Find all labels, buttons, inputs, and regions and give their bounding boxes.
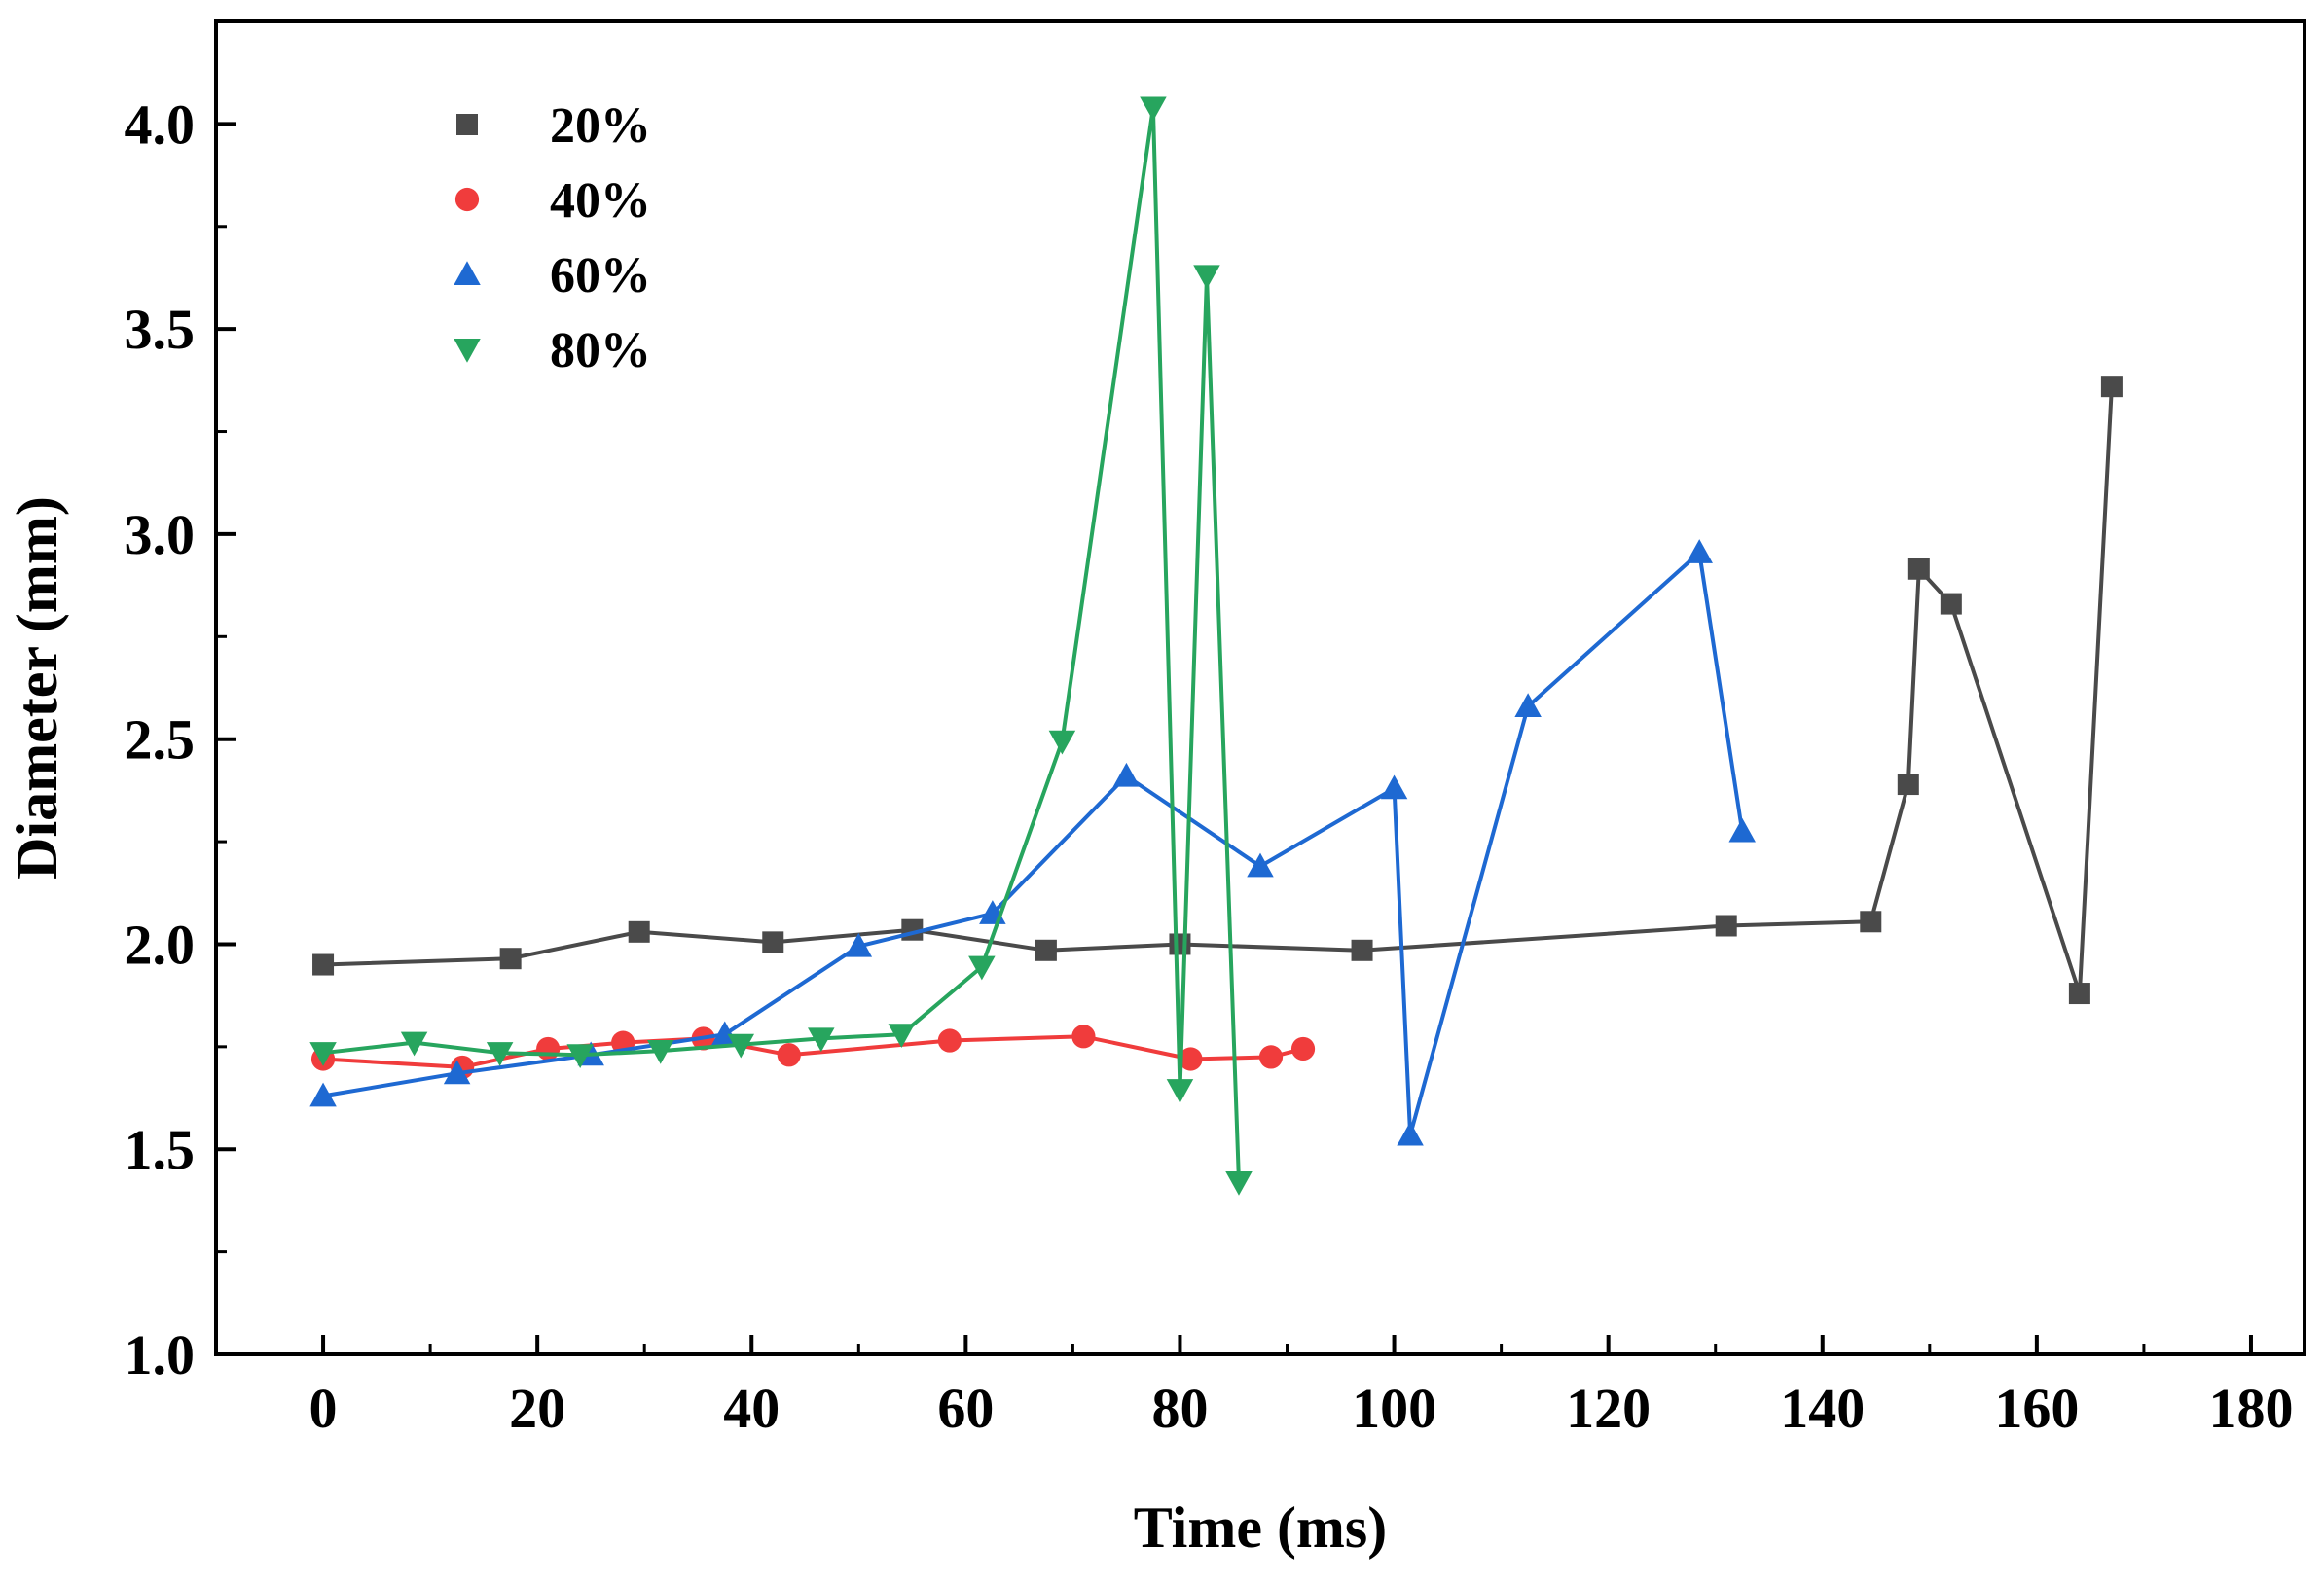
x-tick-label: 180	[2208, 1377, 2293, 1440]
y-tick-label: 1.5	[125, 1118, 196, 1181]
y-tick-label: 2.5	[125, 708, 196, 772]
data-point	[2068, 983, 2090, 1005]
data-point	[628, 920, 650, 943]
data-point	[1397, 1121, 1424, 1146]
data-point	[1728, 817, 1756, 843]
data-point	[309, 1042, 337, 1066]
data-point	[400, 1031, 428, 1057]
y-tick-label: 1.0	[125, 1323, 196, 1386]
data-point	[1907, 558, 1930, 580]
data-point	[1258, 1045, 1284, 1069]
data-point	[1071, 1025, 1096, 1049]
legend-label: 40%	[550, 173, 651, 229]
data-point	[1686, 539, 1713, 563]
data-point	[443, 1060, 471, 1085]
data-point	[1140, 96, 1167, 122]
data-point	[536, 1036, 561, 1061]
y-axis-title: Diameter (mm)	[5, 496, 69, 880]
x-tick-label: 120	[1566, 1377, 1651, 1440]
legend-marker	[456, 114, 478, 135]
data-point	[1193, 265, 1220, 290]
x-axis-title: Time (ms)	[1134, 1495, 1388, 1560]
data-point	[727, 1033, 755, 1059]
x-axis-ticks: 0 20 40 60 80 100 120 140 160 180	[214, 1335, 2293, 1440]
data-point	[312, 953, 335, 976]
data-point	[566, 1044, 594, 1069]
data-point	[1860, 911, 1882, 933]
legend-label: 60%	[550, 248, 651, 304]
x-tick-label: 160	[1994, 1377, 2079, 1440]
data-point	[808, 1027, 835, 1053]
data-point	[888, 1024, 916, 1048]
data-point	[309, 1082, 337, 1107]
series-line	[323, 386, 2114, 995]
data-point	[1290, 1036, 1316, 1061]
data-point	[1169, 933, 1191, 955]
x-tick-label: 100	[1352, 1377, 1436, 1440]
data-point	[1940, 593, 1962, 615]
data-point	[1247, 852, 1274, 878]
series-80%	[309, 96, 1253, 1196]
plot-frame	[214, 19, 2306, 1356]
y-tick-label: 3.0	[125, 503, 196, 566]
series-line	[322, 550, 1745, 1137]
legend: 20% 40% 60% 80%	[454, 98, 651, 378]
data-point	[499, 948, 522, 970]
data-point	[845, 932, 873, 957]
data-point	[1514, 693, 1542, 717]
data-point	[2100, 376, 2123, 398]
x-tick-label: 20	[509, 1377, 565, 1440]
data-point	[1048, 730, 1076, 755]
x-tick-label: 40	[723, 1377, 780, 1440]
data-point	[1351, 939, 1373, 961]
series-layer	[309, 96, 2123, 1196]
data-point	[1179, 1047, 1203, 1071]
y-tick-label: 3.5	[125, 298, 196, 361]
data-point	[1035, 939, 1057, 961]
series-line	[322, 105, 1241, 1183]
legend-label: 20%	[550, 98, 651, 154]
data-point	[762, 931, 784, 953]
y-tick-label: 4.0	[125, 92, 196, 156]
data-point	[1715, 915, 1737, 937]
x-tick-label: 60	[937, 1377, 994, 1440]
x-tick-label: 0	[309, 1377, 338, 1440]
data-point	[646, 1040, 674, 1064]
y-axis-ticks: 1.0 1.5 2.0 2.5 3.0 3.5 4.0	[125, 92, 236, 1386]
legend-marker	[454, 187, 480, 212]
data-point	[1166, 1079, 1194, 1103]
data-point	[777, 1043, 801, 1067]
data-point	[1225, 1170, 1253, 1196]
y-tick-label: 2.0	[125, 913, 196, 976]
data-point	[968, 955, 996, 981]
data-point	[1380, 774, 1408, 800]
series-20%	[312, 376, 2123, 1005]
legend-marker	[454, 339, 481, 363]
data-point	[937, 1028, 962, 1053]
data-point	[486, 1042, 514, 1066]
x-tick-label: 140	[1780, 1377, 1865, 1440]
data-point	[1897, 774, 1919, 796]
data-point	[1112, 762, 1141, 787]
x-tick-label: 80	[1151, 1377, 1208, 1440]
legend-label: 80%	[550, 323, 651, 378]
legend-marker	[454, 261, 481, 285]
